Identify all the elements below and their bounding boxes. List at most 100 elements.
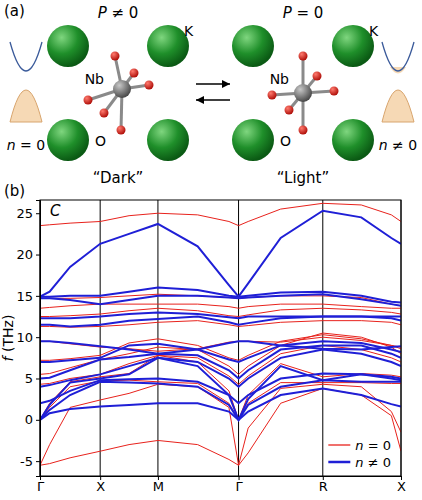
curves [40, 203, 401, 465]
x-tick-label: X [397, 479, 406, 494]
y-axis: -50510152025 [16, 201, 40, 477]
text-rest: ≠ 0 [388, 137, 418, 153]
k-atom [147, 25, 189, 67]
x-tick: X [96, 476, 105, 494]
x-axis: ΓXMΓRX [37, 476, 406, 494]
atom-label: K [184, 23, 194, 39]
x-axis-line [41, 477, 402, 481]
y-tick: -5 [20, 454, 40, 469]
figure: (a)P ≠ 0KNbO“Dark”n = 0P = 0KNbO“Light”n… [0, 0, 422, 500]
y-tick: 20 [16, 247, 40, 262]
legend-label: n ≠ 0 [355, 455, 391, 470]
x-tick-label: Γ [37, 479, 45, 494]
arrow-head [222, 80, 230, 88]
phonon-branch [40, 388, 401, 419]
o-atom [145, 81, 154, 90]
o-atom [111, 52, 120, 61]
grid-line [238, 200, 239, 476]
crystal-state: P = 0KNbO“Light” [232, 4, 379, 187]
k-atom [232, 119, 274, 161]
text-rest: = 0 [292, 4, 324, 22]
y-tick: 10 [16, 330, 40, 345]
polarization: P ≠ 0 [98, 4, 139, 22]
band-sketch: n ≠ 0 [379, 42, 417, 153]
legend: n = 0 n ≠ 0 [328, 438, 391, 470]
symbol: n [7, 137, 16, 153]
legend-item: n ≠ 0 [328, 455, 391, 470]
o-atom [330, 87, 339, 96]
phonon-branch [40, 350, 401, 387]
panel-label: (b) [4, 182, 25, 200]
grid-line [322, 200, 323, 476]
phonon-branch [40, 211, 401, 297]
symbol: n [379, 137, 388, 153]
x-tick: X [397, 476, 406, 494]
o-atom [285, 106, 294, 115]
atom-label: K [369, 23, 379, 39]
phonon-branch [40, 312, 401, 318]
state-title: “Light” [277, 169, 330, 187]
phonon-branch [40, 317, 401, 327]
x-tick-label: Γ [235, 479, 243, 494]
atom-label: O [95, 133, 106, 149]
o-atom [130, 69, 139, 78]
conduction-band [10, 42, 42, 71]
phonon-branch [40, 288, 401, 303]
phonon-branch [40, 345, 401, 378]
panel-b: -50510152025ΓXMΓRXf (THz)(b)Cn = 0n ≠ 0 [0, 182, 406, 494]
y-tick: 15 [16, 289, 40, 304]
y-tick-mark [36, 461, 40, 462]
y-tick-label: 20 [16, 247, 33, 262]
y-tick: 0 [25, 412, 40, 427]
x-tick: R [319, 476, 328, 494]
legend-label: n = 0 [355, 438, 391, 453]
legend-swatch [328, 461, 350, 464]
y-tick-mark [36, 213, 40, 214]
nb-atom [113, 80, 131, 98]
conduction-band [382, 42, 414, 71]
legend-swatch [328, 444, 350, 445]
y-axis-title: f (THz) [0, 315, 16, 362]
state-title: “Dark” [93, 169, 144, 187]
y-tick-label: 10 [16, 330, 33, 345]
carrier-label: n ≠ 0 [379, 137, 417, 153]
k-atom [147, 119, 189, 161]
phonon-branch [40, 374, 401, 404]
symbol: n [355, 455, 363, 470]
grid-line [157, 200, 158, 476]
o-atom [84, 96, 93, 105]
polarization: P = 0 [283, 4, 324, 22]
x-tick: Γ [37, 476, 45, 494]
plot-frame [40, 200, 401, 476]
atom-label: Nb [85, 71, 104, 87]
phonon-branch [40, 308, 401, 316]
phonon-branch [40, 304, 401, 308]
carrier-label: n = 0 [7, 137, 45, 153]
x-tick-label: M [153, 479, 164, 494]
phonon-branch [40, 384, 401, 465]
phonon-branch [40, 333, 401, 374]
x-tick-label: X [96, 479, 105, 494]
y-tick-label: 5 [25, 371, 33, 386]
crystal-state: P ≠ 0 K Nb O “Dark” [47, 4, 194, 187]
o-atom [117, 126, 126, 135]
panel-a: (a)P ≠ 0KNbO“Dark”n = 0P = 0KNbO“Light”n… [4, 2, 417, 187]
annotation: C [50, 202, 61, 220]
text-rest: ≠ 0 [107, 4, 139, 22]
o-atom [100, 109, 109, 118]
y-tick-mark [36, 378, 40, 379]
phonon-branch [40, 355, 401, 419]
arrow-head [196, 96, 204, 104]
text-rest: ≠ 0 [364, 455, 391, 470]
band-sketch: n = 0 [7, 42, 45, 153]
grid [40, 200, 401, 476]
y-tick-mark [36, 296, 40, 297]
k-atom [232, 25, 274, 67]
y-tick-mark [36, 255, 40, 256]
atom-label: Nb [270, 71, 289, 87]
valence-band [382, 90, 414, 122]
y-tick-mark [36, 420, 40, 421]
k-atom [47, 119, 89, 161]
o-atom [313, 72, 322, 81]
k-atom [332, 119, 374, 161]
